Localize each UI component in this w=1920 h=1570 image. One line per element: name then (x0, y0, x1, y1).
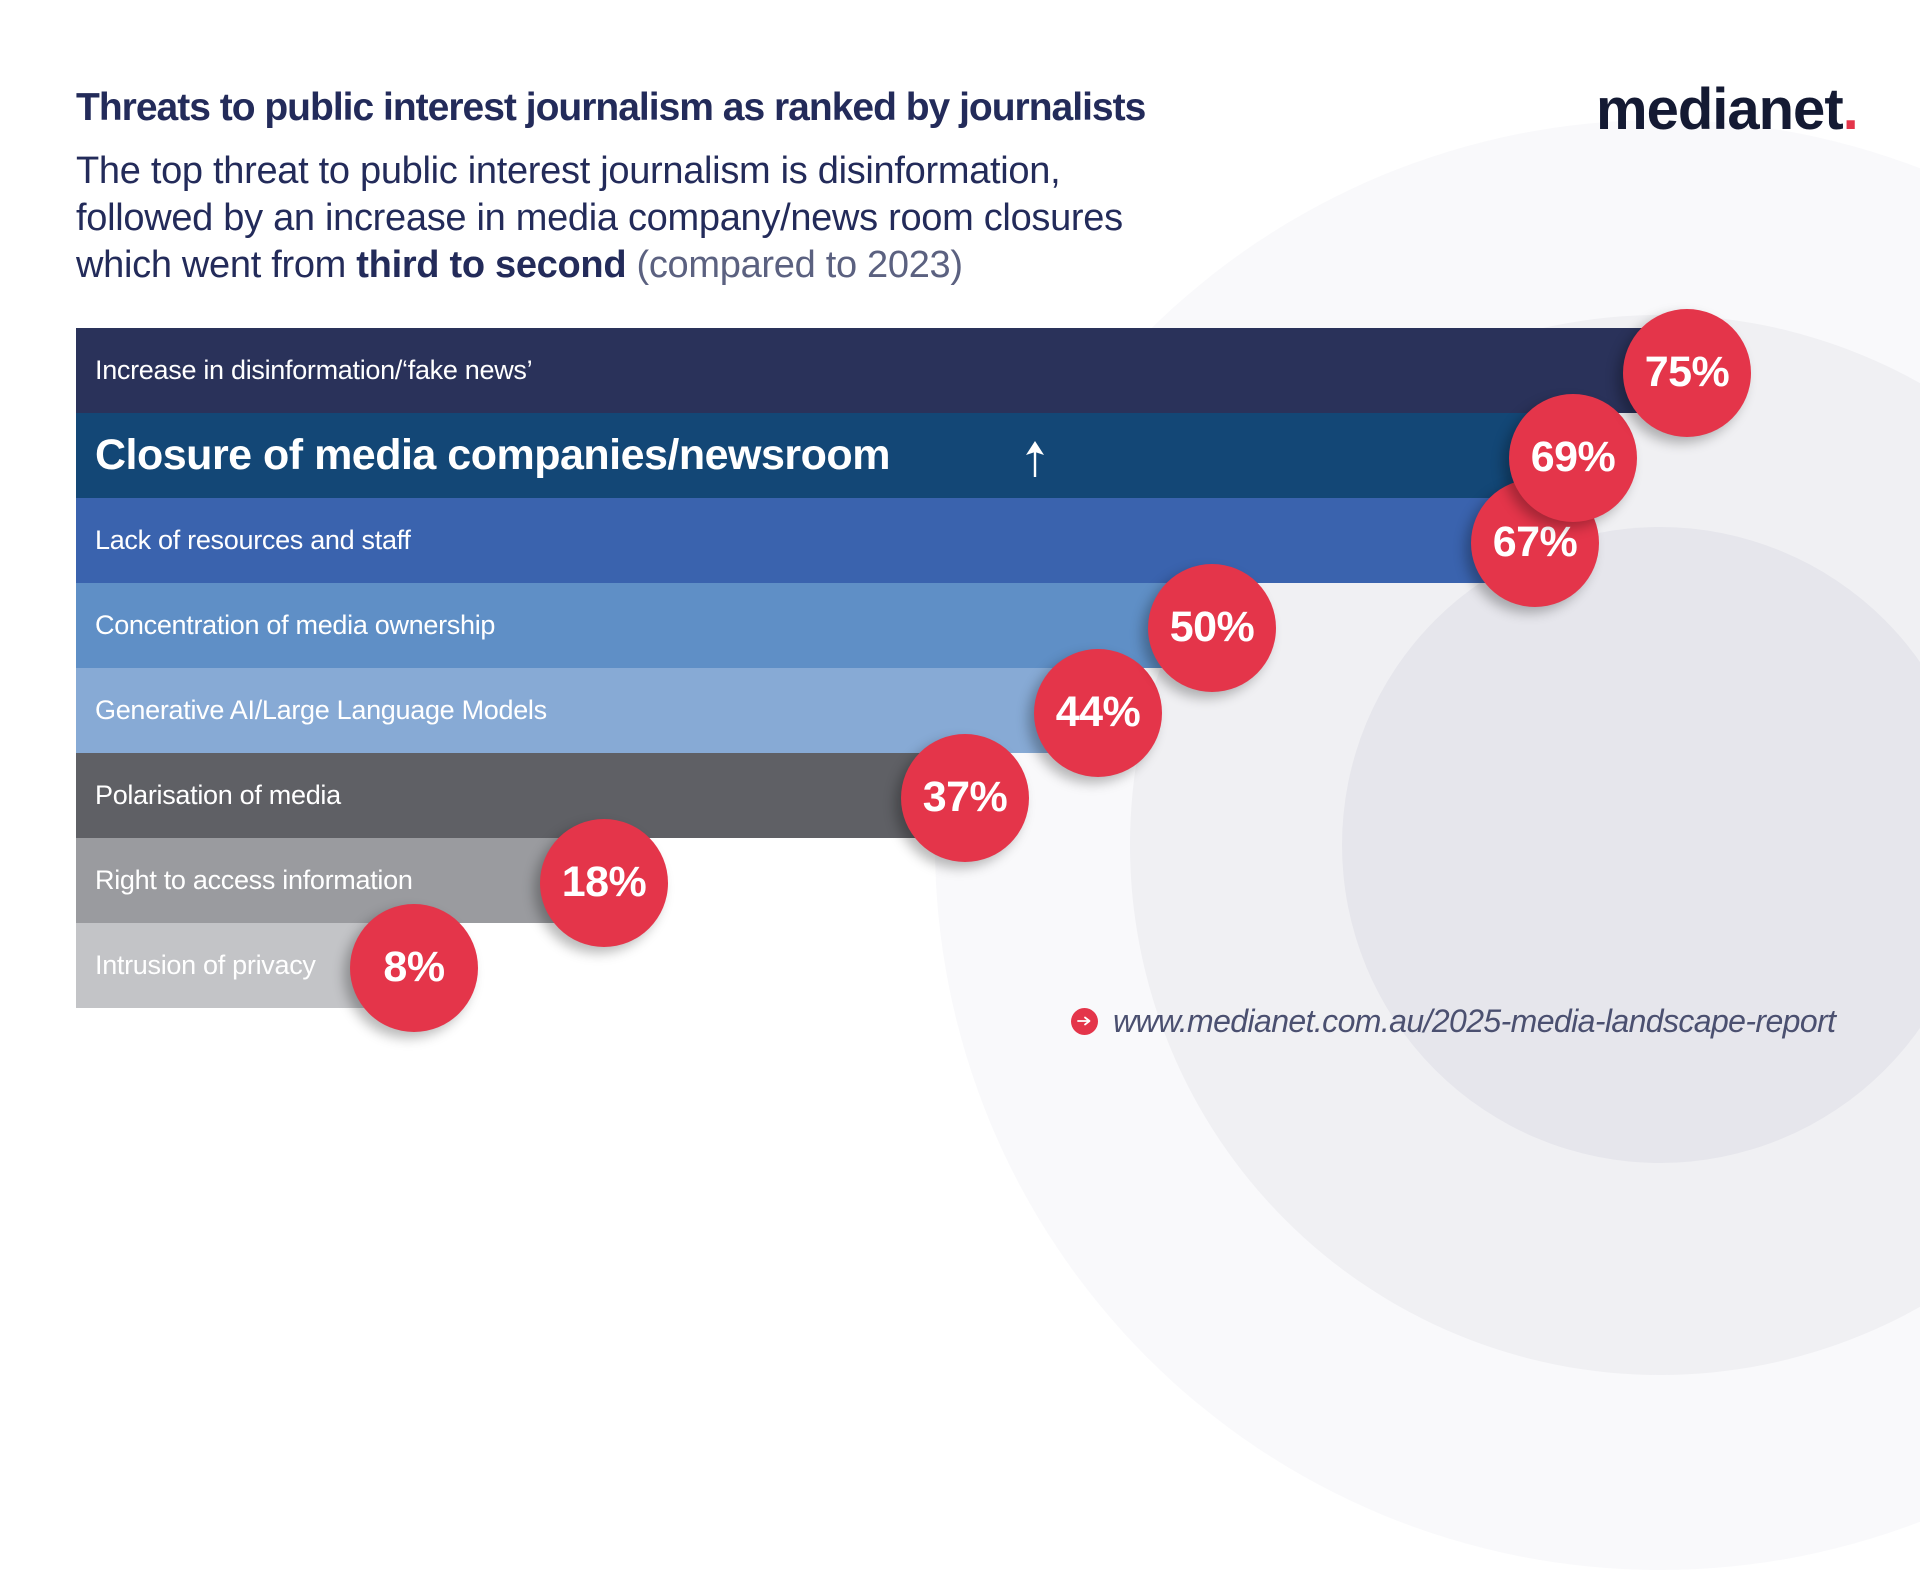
bar-label-6: Polarisation of media (95, 780, 341, 810)
bar-6 (76, 753, 965, 838)
footer-link[interactable]: www.medianet.com.au/2025-media-landscape… (1071, 1001, 1836, 1041)
subtitle-emphasis: third to second (356, 244, 627, 286)
bar-1 (76, 328, 1687, 413)
arrow-right-circle-icon (1071, 1007, 1098, 1035)
logo-wordmark: medianet (1596, 77, 1844, 142)
medianet-logo: medianet. (1596, 76, 1859, 143)
value-label-2: 69% (1509, 393, 1637, 522)
bar-5 (76, 668, 1098, 753)
bar-2 (76, 413, 1573, 498)
value-label-8: 8% (350, 903, 478, 1032)
chart-subtitle: The top threat to public interest journa… (76, 148, 1276, 289)
bar-label-7: Right to access information (95, 865, 413, 895)
subtitle-comparison-note: (compared to 2023) (626, 244, 964, 286)
subtitle-line-2: followed by an increase in media company… (76, 197, 1123, 239)
value-label-4: 50% (1148, 563, 1276, 692)
bar-label-8: Intrusion of privacy (95, 950, 316, 980)
report-url[interactable]: www.medianet.com.au/2025-media-landscape… (1113, 1002, 1836, 1039)
bar-label-1: Increase in disinformation/‘fake news’ (95, 355, 533, 385)
subtitle-line-1: The top threat to public interest journa… (76, 150, 1061, 192)
bar-7 (76, 838, 604, 923)
value-label-6: 37% (901, 733, 1029, 862)
background-circle-inner (1342, 527, 1920, 1163)
chart-title: Threats to public interest journalism as… (76, 86, 1146, 129)
bar-label-5: Generative AI/Large Language Models (95, 695, 547, 725)
subtitle-line-3: which went from third to second (compare… (76, 242, 1276, 289)
bar-label-3: Lack of resources and staff (95, 525, 411, 555)
bar-label-4: Concentration of media ownership (95, 610, 496, 640)
up-arrow-icon (1026, 441, 1044, 477)
value-label-1: 75% (1623, 308, 1751, 437)
value-label-7: 18% (540, 818, 668, 947)
logo-dot: . (1842, 77, 1859, 142)
subtitle-line-3-prefix: which went from (76, 244, 357, 286)
bar-4 (76, 583, 1212, 668)
bar-label-2: Closure of media companies/newsroom (95, 431, 890, 479)
bar-chart: Increase in disinformation/‘fake news’ Cl… (76, 308, 1751, 1032)
bar-3 (76, 498, 1535, 583)
value-label-5: 44% (1034, 648, 1162, 777)
